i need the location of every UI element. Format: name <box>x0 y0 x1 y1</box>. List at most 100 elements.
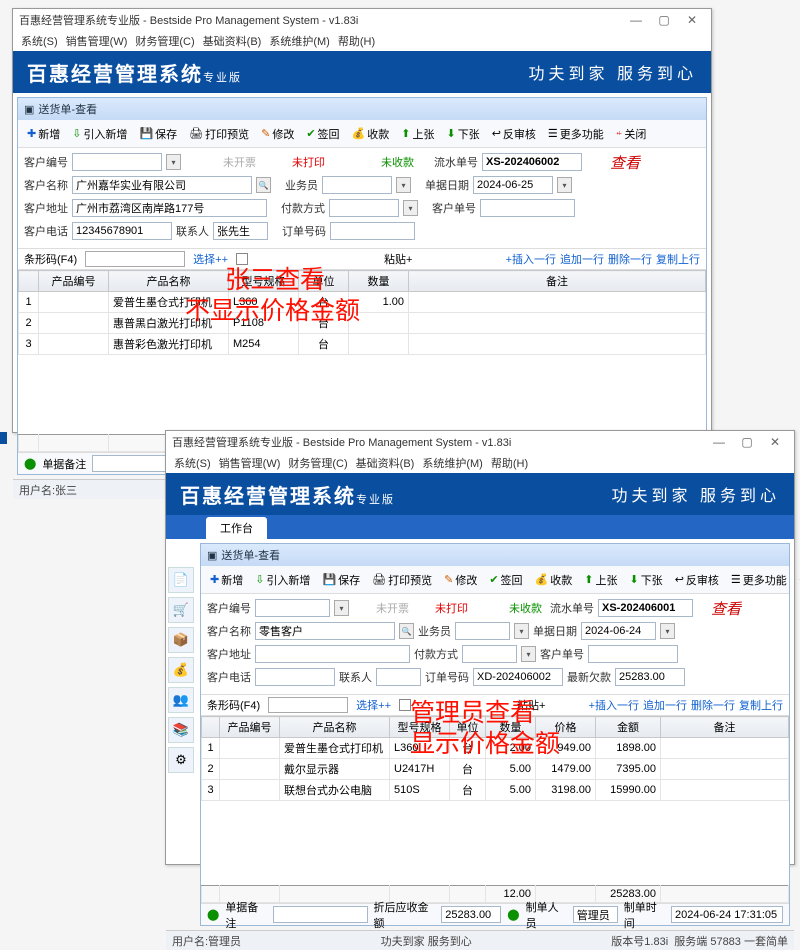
minimize-button[interactable]: — <box>623 13 649 27</box>
menu-system[interactable]: 系统(S) <box>19 33 60 49</box>
lbl-custbill: 客户单号 <box>432 200 476 216</box>
window-controls: — ▢ ✕ <box>706 435 788 449</box>
inp-barcode[interactable] <box>85 251 185 267</box>
menu-finance[interactable]: 财务管理(C) <box>133 33 196 49</box>
btn-edit[interactable]: ✎修改 <box>256 124 299 144</box>
brand-title: 百惠经营管理系统 <box>27 64 203 86</box>
inp-billdate[interactable] <box>473 176 553 194</box>
link-addrow[interactable]: 追加一行 <box>560 251 604 267</box>
dd-custcode[interactable]: ▾ <box>166 154 181 170</box>
side-icon[interactable]: ⚙ <box>168 747 194 773</box>
inner-window: ▣ 送货单-查看 ✚新增 ⇩引入新增 💾保存 🖨打印预览 ✎修改 ✔签回 💰收款… <box>200 543 790 926</box>
footer-bar: ⬤单据备注 折后应收金额 ⬤ 制单人员 制单时间 <box>201 903 789 925</box>
brand-edition: 专业版 <box>203 72 242 84</box>
window-admin-view: 百惠经营管理系统专业版 - Bestside Pro Management Sy… <box>165 430 795 865</box>
menu-sales[interactable]: 销售管理(W) <box>64 33 130 49</box>
col-spec: 型号规格 <box>229 271 299 292</box>
side-icon[interactable]: 🛒 <box>168 597 194 623</box>
minimize-button[interactable]: — <box>706 435 732 449</box>
window-controls: — ▢ ✕ <box>623 13 705 27</box>
inp-custaddr[interactable] <box>72 199 267 217</box>
status-notinvoiced: 未开票 <box>219 154 260 170</box>
brand-banner: 百惠经营管理系统专业版 功夫到家 服务到心 <box>13 51 711 93</box>
menu-basedata[interactable]: 基础资料(B) <box>201 33 264 49</box>
btn-prev[interactable]: ⬆上张 <box>396 124 439 144</box>
inp-contact[interactable] <box>213 222 268 240</box>
table-row[interactable]: 3联想台式办公电脑510S台5.003198.0015990.00 <box>202 780 789 801</box>
brand-slogan: 功夫到家 服务到心 <box>529 60 697 84</box>
table-row[interactable]: 3惠普彩色激光打印机M254台 <box>19 334 706 355</box>
chk-select[interactable] <box>236 253 248 265</box>
inner-title: ▣ 送货单-查看 <box>201 544 789 566</box>
btn-pay[interactable]: 💰收款 <box>347 124 395 144</box>
link-insrow[interactable]: +插入一行 <box>506 251 556 267</box>
lbl-billdate: 单据日期 <box>425 177 469 193</box>
table-row[interactable]: 2戴尔显示器U2417H台5.001479.007395.00 <box>202 759 789 780</box>
titlebar: 百惠经营管理系统专业版 - Bestside Pro Management Sy… <box>13 9 711 31</box>
menu-help[interactable]: 帮助(H) <box>336 33 377 49</box>
toolbar: ✚新增 ⇩引入新增 💾保存 🖨打印预览 ✎修改 ✔签回 💰收款 ⬆上张 ⬇下张 … <box>18 120 706 148</box>
lbl-payway: 付款方式 <box>281 200 325 216</box>
inner-title: ▣ 送货单-查看 <box>18 98 706 120</box>
lbl-sales: 业务员 <box>285 177 318 193</box>
close-button[interactable]: ✕ <box>762 435 788 449</box>
app-title: 百惠经营管理系统专业版 - Bestside Pro Management Sy… <box>19 12 358 28</box>
lbl-serial: 流水单号 <box>434 154 478 170</box>
grid-withpricing: 产品编号 产品名称 型号规格 单位 数量 价格 金额 备注 1爱普生墨仓式打印机… <box>201 716 789 903</box>
menubar: 系统(S) 销售管理(W) 财务管理(C) 基础资料(B) 系统维护(M) 帮助… <box>166 453 794 473</box>
link-copyrow[interactable]: 复制上行 <box>656 251 700 267</box>
statusbar: 用户名:管理员 功夫到家 服务到心 版本号1.83i 服务端 57883 一套简… <box>166 930 794 950</box>
btn-sign[interactable]: ✔签回 <box>301 124 344 144</box>
inp-custcode[interactable] <box>72 153 162 171</box>
link-delrow[interactable]: 删除一行 <box>608 251 652 267</box>
btn-unaudit[interactable]: ↩反审核 <box>487 124 541 144</box>
inp-custtel[interactable] <box>72 222 172 240</box>
col-unit: 单位 <box>299 271 349 292</box>
inp-payway[interactable] <box>329 199 399 217</box>
grid-nopricing: 产品编号 产品名称 型号规格 单位 数量 备注 1爱普生墨仓式打印机L360台1… <box>18 270 706 452</box>
status-notprinted: 未打印 <box>288 154 329 170</box>
table-row[interactable]: 2惠普黑白激光打印机P1108台 <box>19 313 706 334</box>
inner-window: ▣ 送货单-查看 ✚新增 ⇩引入新增 💾保存 🖨打印预览 ✎修改 ✔签回 💰收款… <box>17 97 707 475</box>
lbl-billremark: 单据备注 <box>42 456 86 472</box>
status-user: 用户名:张三 <box>19 482 77 498</box>
app-title: 百惠经营管理系统专业版 - Bestside Pro Management Sy… <box>172 434 511 450</box>
btn-close[interactable]: ⍅关闭 <box>611 124 652 144</box>
btn-next[interactable]: ⬇下张 <box>441 124 484 144</box>
inp-serial[interactable] <box>482 153 582 171</box>
btn-preview[interactable]: 🖨打印预览 <box>184 124 254 144</box>
side-icon[interactable]: 📚 <box>168 717 194 743</box>
inp-orderno[interactable] <box>330 222 415 240</box>
table-row[interactable]: 1爱普生墨仓式打印机L360台1.00 <box>19 292 706 313</box>
btn-new[interactable]: ✚新增 <box>22 124 65 144</box>
titlebar: 百惠经营管理系统专业版 - Bestside Pro Management Sy… <box>166 431 794 453</box>
inp-custname[interactable] <box>72 176 252 194</box>
lbl-contact: 联系人 <box>176 223 209 239</box>
side-icon[interactable]: 📦 <box>168 627 194 653</box>
inp-sales[interactable] <box>322 176 392 194</box>
dd-custname[interactable]: 🔍 <box>256 177 271 193</box>
table-row[interactable]: 1爱普生墨仓式打印机L360台2.00949.001898.00 <box>202 738 789 759</box>
lbl-custaddr: 客户地址 <box>24 200 68 216</box>
maximize-button[interactable]: ▢ <box>734 435 760 449</box>
link-select[interactable]: 选择++ <box>193 251 228 267</box>
side-icon[interactable]: 📄 <box>168 567 194 593</box>
side-icon[interactable]: 👥 <box>168 687 194 713</box>
lbl-barcode: 条形码(F4) <box>24 251 77 267</box>
side-icon[interactable]: 💰 <box>168 657 194 683</box>
totals-row: 12.0025283.00 <box>202 886 789 903</box>
link-paste[interactable]: 粘贴+ <box>384 251 412 267</box>
menu-maintain[interactable]: 系统维护(M) <box>267 33 332 49</box>
maximize-button[interactable]: ▢ <box>651 13 677 27</box>
status-notpaid: 未收款 <box>377 154 418 170</box>
btn-save[interactable]: 💾保存 <box>134 124 182 144</box>
col-remark: 备注 <box>409 271 706 292</box>
tab-workbench[interactable]: 工作台 <box>206 517 267 539</box>
barcode-row: 条形码(F4) 选择++ 粘贴+ +插入一行 追加一行 删除一行 复制上行 <box>18 248 706 270</box>
lbl-custtel: 客户电话 <box>24 223 68 239</box>
close-button[interactable]: ✕ <box>679 13 705 27</box>
sidebar: 📄 🛒 📦 💰 👥 📚 ⚙ <box>168 567 198 773</box>
btn-newref[interactable]: ⇩引入新增 <box>67 124 132 144</box>
inp-custbill[interactable] <box>480 199 575 217</box>
btn-more[interactable]: ☰更多功能 <box>543 124 609 144</box>
